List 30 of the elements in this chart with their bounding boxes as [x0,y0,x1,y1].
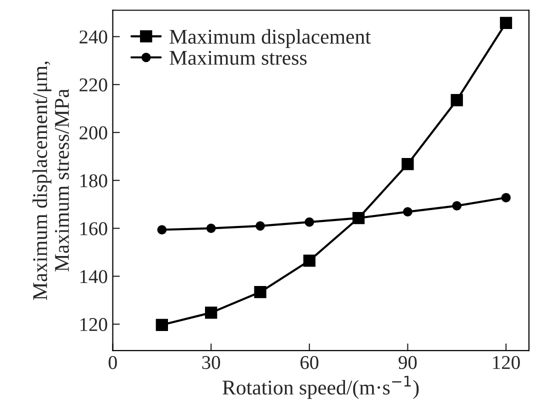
y-tick-label: 240 [80,30,108,44]
x-axis-title: Rotation speed/(m·s$^{−1}$) [222,376,419,399]
y-tick-label: 160 [80,222,108,236]
point [205,306,218,319]
point [156,318,168,331]
legend-label: Maximum displacement [170,29,371,48]
y-tick-label: 220 [80,78,108,92]
point [501,192,511,202]
point [403,207,412,216]
x-tick-label: 60 [300,356,318,370]
point [402,158,414,170]
y-tick-label: 180 [80,174,108,188]
point [157,225,167,234]
y-tick-label: 120 [80,318,108,332]
point [452,201,462,210]
point [304,217,314,227]
point [500,16,512,30]
y-tick-label: 140 [80,270,108,284]
x-tick-label: 0 [108,356,117,370]
point [206,224,216,234]
x-tick-label: 30 [202,356,220,370]
x-tick-label: 90 [398,356,417,370]
point [254,286,266,298]
point [256,221,265,231]
point [450,94,463,106]
x-tick-label: 120 [493,356,520,370]
point [303,254,316,267]
y-tick-label: 200 [80,126,108,140]
y-axis-title: Maximum displacement/μm, Maximum stress/MPa [32,62,69,300]
legend-label: Maximum stress [170,50,307,65]
